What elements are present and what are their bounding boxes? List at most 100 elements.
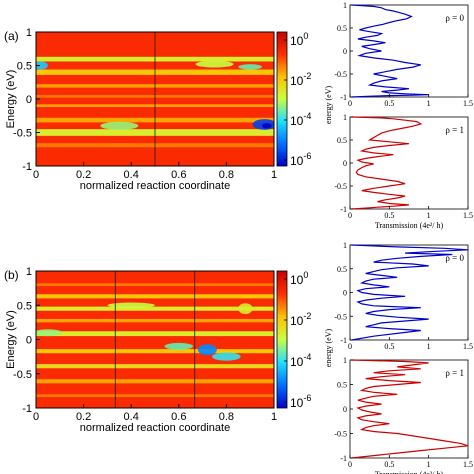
colorbar-label-exponent: -6 bbox=[303, 393, 311, 403]
y-tick-label: 0 bbox=[343, 405, 347, 414]
y-axis-label: energy (eV) bbox=[324, 329, 333, 368]
x-axis-label: Transmission (4e²/ h) bbox=[375, 470, 444, 474]
colorbar-label-exponent: -2 bbox=[303, 311, 311, 321]
y-tick-label: -0.5 bbox=[13, 128, 32, 140]
y-tick-label: 1 bbox=[343, 1, 347, 10]
y-tick-label: 1 bbox=[26, 266, 32, 278]
x-tick-label: 0.5 bbox=[384, 460, 394, 469]
x-tick-label: 0.5 bbox=[384, 342, 394, 351]
heatmap-band-8 bbox=[36, 394, 274, 398]
b-top-panel: 0 0.5 1 1.5 -1 -0.5 0 0.5 1 ρ = 0 energy (eV) bbox=[324, 241, 473, 367]
heatmap-band-2 bbox=[36, 306, 274, 311]
colorbar-label-exponent: -6 bbox=[303, 151, 311, 161]
colorbar-label-base: 10 bbox=[290, 314, 304, 328]
x-tick-label: 0.2 bbox=[76, 411, 91, 423]
rho-annotation: ρ = 0 bbox=[445, 13, 464, 23]
y-tick-label: -1 bbox=[22, 403, 32, 415]
heatmap-spot-5 bbox=[238, 303, 253, 315]
colorbar-label-base: 10 bbox=[290, 273, 304, 287]
transmission-line bbox=[351, 359, 469, 459]
x-tick-label: 0.6 bbox=[171, 169, 186, 181]
colorbar-label: 10-6 bbox=[290, 393, 311, 410]
heatmap-band-0 bbox=[36, 283, 274, 287]
colorbar-label-exponent: -2 bbox=[303, 71, 311, 81]
y-axis-label: Energy (eV) bbox=[5, 310, 17, 369]
b-heatmap-panel: 0 0.2 0.4 0.6 0.8 1 -1 -0.5 0 0.5 1 normalized reac… bbox=[4, 266, 311, 434]
heatmap-spot-0 bbox=[36, 329, 63, 337]
x-axis-label: Transmission (4e²/ h) bbox=[375, 221, 444, 230]
y-tick-label: 0 bbox=[26, 335, 32, 347]
heatmap-spot-0 bbox=[36, 61, 48, 70]
y-tick-label: 0.5 bbox=[337, 381, 347, 390]
x-tick-label: 1.5 bbox=[463, 99, 473, 108]
heatmap-spot-2 bbox=[164, 342, 194, 350]
colorbar-label-base: 10 bbox=[290, 74, 304, 88]
x-tick-label: 0.5 bbox=[384, 99, 394, 108]
colorbar-label: 10-4 bbox=[290, 111, 311, 128]
colorbar-label-base: 10 bbox=[290, 34, 304, 48]
heatmap-band-6 bbox=[36, 364, 274, 369]
heatmap-spot-1 bbox=[107, 302, 155, 308]
x-tick-label: 0.4 bbox=[124, 411, 139, 423]
y-tick-label: 0.5 bbox=[17, 61, 32, 73]
heatmap-band-1 bbox=[36, 294, 274, 299]
heatmap-spot-4 bbox=[212, 352, 241, 361]
y-tick-label: 0.5 bbox=[337, 136, 347, 145]
y-tick-label: -1 bbox=[340, 93, 347, 102]
heatmap-spot-1 bbox=[195, 60, 234, 68]
y-tick-label: -0.5 bbox=[334, 70, 347, 79]
y-axis-label: Energy (eV) bbox=[5, 70, 17, 129]
plot-frame bbox=[349, 244, 469, 341]
panel-label: (b) bbox=[4, 268, 19, 282]
colorbar-label: 10-2 bbox=[290, 311, 311, 328]
transmission-line bbox=[351, 116, 423, 210]
transmission-line bbox=[351, 244, 469, 341]
heatmap-spot-3 bbox=[100, 121, 139, 130]
heatmap-spot-5 bbox=[262, 123, 272, 129]
x-tick-label: 0.8 bbox=[219, 411, 234, 423]
x-tick-label: 1 bbox=[427, 342, 431, 351]
y-tick-label: 1 bbox=[26, 27, 32, 39]
y-tick-label: 1 bbox=[343, 241, 347, 250]
x-tick-label: 0 bbox=[348, 460, 352, 469]
x-tick-label: 0 bbox=[348, 211, 352, 220]
y-tick-label: 0 bbox=[343, 47, 347, 56]
y-tick-label: 1 bbox=[343, 113, 347, 122]
y-tick-label: -1 bbox=[340, 336, 347, 345]
y-axis-label: energy (eV) bbox=[324, 86, 333, 125]
x-axis-label: normalized reaction coordinate bbox=[80, 422, 230, 434]
y-tick-label: -0.5 bbox=[13, 369, 32, 381]
x-tick-label: 1 bbox=[271, 411, 277, 423]
colorbar-label-base: 10 bbox=[290, 396, 304, 410]
a-bottom-panel: 0 0.5 1 1.5 -1 -0.5 0 0.5 1 ρ = 1 Transmission (4e… bbox=[334, 113, 473, 230]
y-tick-label: -0.5 bbox=[334, 312, 347, 321]
heatmap-background bbox=[36, 271, 274, 408]
x-tick-label: 1.5 bbox=[463, 342, 473, 351]
b-bottom-panel: 0 0.5 1 1.5 -1 -0.5 0 0.5 1 ρ = 1 Transmission (4e… bbox=[334, 356, 473, 474]
colorbar-label-exponent: 0 bbox=[303, 31, 308, 41]
x-tick-label: 0 bbox=[33, 411, 39, 423]
x-tick-label: 0 bbox=[33, 169, 39, 181]
colorbar bbox=[276, 31, 288, 167]
y-tick-label: 0 bbox=[343, 159, 347, 168]
y-tick-label: -0.5 bbox=[334, 430, 347, 439]
transmission-line bbox=[351, 4, 429, 98]
x-tick-label: 0 bbox=[348, 99, 352, 108]
y-tick-label: -0.5 bbox=[334, 182, 347, 191]
heatmap-band-4 bbox=[36, 331, 274, 337]
colorbar-label: 100 bbox=[290, 270, 308, 287]
y-tick-label: 0 bbox=[343, 289, 347, 298]
x-tick-label: 0.5 bbox=[384, 211, 394, 220]
y-tick-label: 0.5 bbox=[337, 265, 347, 274]
heatmap-band-5 bbox=[36, 349, 274, 354]
a-top-panel: 0 0.5 1 1.5 -1 -0.5 0 0.5 1 ρ = 0 energy (eV) bbox=[324, 1, 473, 124]
colorbar-label: 10-4 bbox=[290, 352, 311, 369]
heatmap-band-7 bbox=[36, 379, 274, 384]
y-tick-label: 1 bbox=[343, 356, 347, 365]
colorbar-label: 10-2 bbox=[290, 71, 311, 88]
rho-annotation: ρ = 1 bbox=[445, 125, 464, 135]
colorbar-label-exponent: -4 bbox=[303, 111, 311, 121]
y-tick-label: -1 bbox=[22, 161, 32, 173]
x-tick-label: 1 bbox=[427, 460, 431, 469]
